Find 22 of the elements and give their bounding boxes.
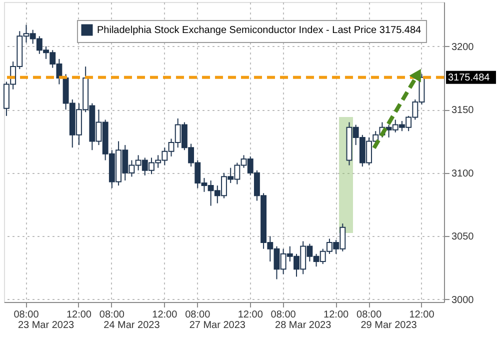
text: 29 Mar 2023 [360,320,418,331]
y-tick-label: 3000 [452,294,474,306]
x-tick-label: 12:00 [238,310,264,320]
x-tick-label: 12:00 [152,310,178,320]
text: 23 Mar 2023 [18,320,75,331]
text: 27 Mar 2023 [189,320,246,331]
x-tick-label: 12:00 [324,310,350,320]
x-tick-label: 12:00 [66,310,92,320]
x-tick-label: 08:00 [270,310,296,320]
x-tick-label: 08:00 [99,310,125,320]
x-tick-label: 08:00 [14,310,40,320]
y-tick-label: 3100 [452,168,474,180]
ref-line-label: 3175.484 [448,72,490,84]
text: 28 Mar 2023 [275,320,332,331]
y-tick-label: 3200 [452,42,474,53]
y-tick-label: 3150 [452,105,474,116]
text: 24 Mar 2023 [104,320,160,331]
x-tick-label: 08:00 [356,310,382,320]
legend-label: Philadelphia Stock Exchange Semiconductor Index - Last Price 3175.484 [97,25,422,36]
x-tick-label: 08:00 [185,310,211,320]
x-tick-label: 12:00 [409,310,435,320]
y-tick-label: 3050 [452,232,474,243]
